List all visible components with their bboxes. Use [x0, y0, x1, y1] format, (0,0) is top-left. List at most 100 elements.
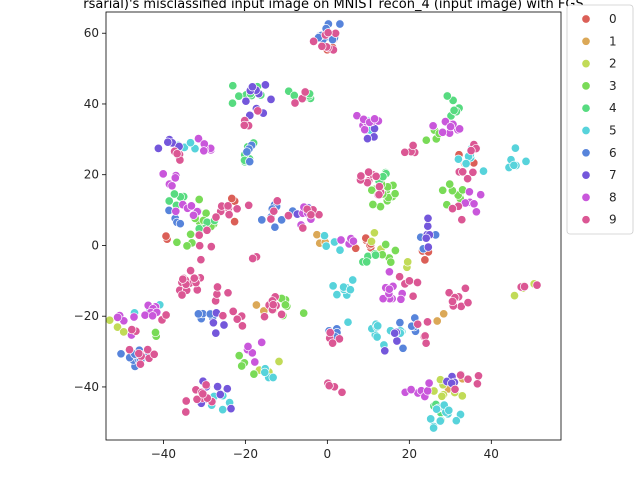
- point-9: [374, 182, 384, 192]
- x-axis: −40 −20 0 20 40: [151, 440, 499, 461]
- point-9: [244, 200, 254, 210]
- scatter-points: [105, 19, 542, 433]
- point-8: [199, 146, 209, 156]
- point-9: [259, 312, 270, 322]
- point-9: [317, 41, 327, 51]
- point-9: [328, 338, 338, 348]
- point-9: [269, 206, 279, 216]
- point-2: [366, 236, 377, 247]
- point-3: [172, 237, 182, 247]
- point-7: [423, 221, 433, 231]
- point-9: [447, 296, 458, 307]
- point-8: [188, 210, 199, 220]
- legend: 0 1 2 3 4 5 6 7 8 9: [566, 4, 634, 235]
- point-9: [450, 384, 460, 394]
- point-9: [198, 389, 208, 399]
- point-9: [364, 167, 374, 177]
- point-9: [228, 306, 238, 316]
- point-5: [521, 156, 531, 166]
- point-4: [442, 91, 452, 101]
- point-5: [260, 367, 270, 377]
- point-9: [444, 288, 454, 298]
- point-5: [444, 405, 454, 415]
- point-3: [368, 199, 378, 210]
- point-6: [277, 215, 287, 225]
- point-4: [228, 81, 238, 91]
- legend-label-1: 1: [609, 34, 617, 48]
- legend-marker-7: [581, 170, 591, 180]
- point-9: [325, 328, 335, 338]
- point-9: [224, 210, 234, 220]
- x-tick-label: 0: [324, 447, 332, 461]
- point-5: [185, 138, 196, 148]
- point-7: [208, 318, 218, 328]
- point-9: [134, 348, 144, 359]
- legend-box: [566, 4, 634, 235]
- point-9: [206, 242, 216, 252]
- legend-label-3: 3: [609, 79, 617, 93]
- point-9: [248, 253, 258, 264]
- point-9: [421, 338, 431, 348]
- point-3: [445, 179, 455, 189]
- point-7: [247, 82, 257, 92]
- point-4: [164, 196, 174, 206]
- point-8: [129, 312, 139, 322]
- point-6: [270, 222, 280, 232]
- point-7: [380, 346, 390, 356]
- legend-label-5: 5: [609, 124, 617, 138]
- point-9: [408, 140, 418, 151]
- legend-label-4: 4: [609, 101, 617, 115]
- point-0: [420, 255, 430, 265]
- point-9: [172, 149, 182, 159]
- point-9: [189, 273, 199, 283]
- point-7: [266, 94, 276, 104]
- series-8: [113, 111, 486, 402]
- point-8: [428, 121, 438, 131]
- point-9: [212, 282, 223, 292]
- point-3: [375, 202, 386, 212]
- point-9: [268, 300, 278, 310]
- point-3: [237, 361, 247, 371]
- point-3: [390, 189, 400, 199]
- point-8: [186, 201, 196, 211]
- point-3: [367, 185, 377, 195]
- point-5: [435, 416, 445, 426]
- point-9: [161, 310, 171, 320]
- point-4: [449, 105, 459, 115]
- point-5: [268, 372, 278, 383]
- point-3: [386, 257, 396, 267]
- point-5: [461, 159, 471, 169]
- point-5: [321, 241, 331, 251]
- point-5: [455, 409, 466, 420]
- point-5: [332, 290, 342, 300]
- point-2: [105, 315, 115, 325]
- point-6: [116, 349, 126, 359]
- point-6: [335, 19, 345, 29]
- point-9: [309, 36, 319, 46]
- point-4: [169, 189, 179, 199]
- point-9: [334, 334, 344, 344]
- legend-label-8: 8: [609, 190, 617, 204]
- point-9: [300, 87, 310, 97]
- point-8: [396, 294, 406, 304]
- point-8: [446, 122, 456, 132]
- point-9: [337, 387, 347, 397]
- point-6: [245, 157, 255, 167]
- point-5: [432, 404, 442, 414]
- point-0: [230, 217, 240, 227]
- point-8: [257, 337, 267, 347]
- point-0: [161, 231, 171, 241]
- point-5: [478, 166, 489, 176]
- point-4: [234, 91, 244, 101]
- legend-marker-6: [581, 148, 591, 158]
- point-9: [186, 266, 196, 276]
- point-9: [323, 28, 333, 38]
- point-8: [247, 348, 257, 358]
- point-2: [112, 322, 123, 332]
- point-1: [432, 316, 442, 326]
- point-9: [413, 319, 423, 329]
- point-7: [211, 328, 221, 338]
- point-6: [398, 343, 408, 353]
- point-9: [472, 379, 482, 389]
- point-9: [298, 223, 308, 233]
